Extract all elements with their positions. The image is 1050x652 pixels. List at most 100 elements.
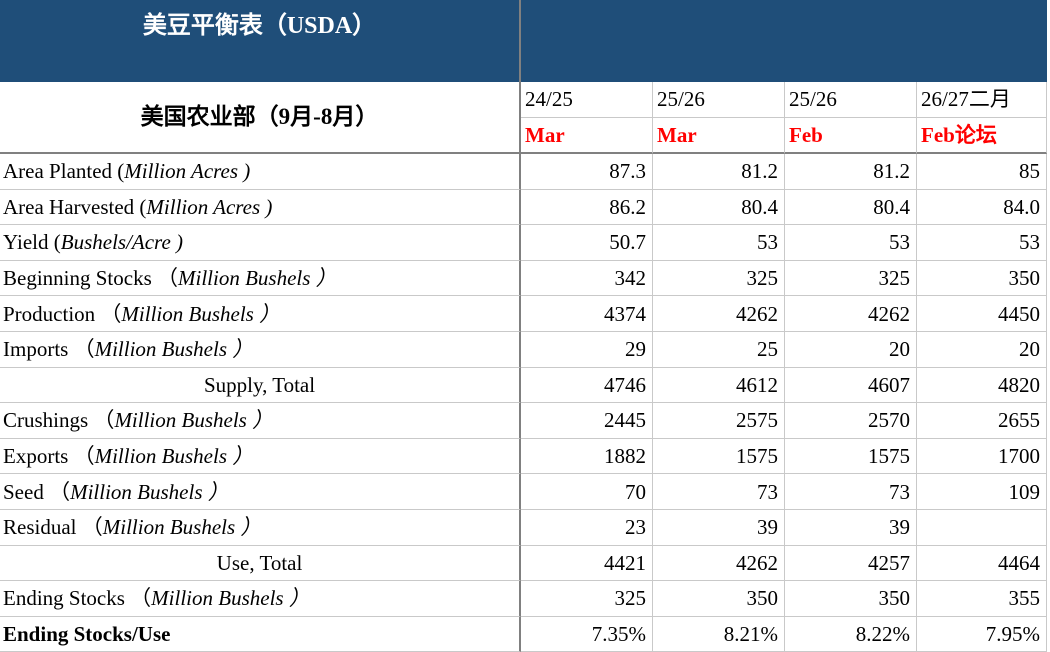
cell-value[interactable]: 109 <box>917 474 1047 510</box>
cell-value[interactable] <box>917 509 1047 546</box>
row-label-seed[interactable]: Seed （Million Bushels ） <box>0 474 521 510</box>
cell-value[interactable]: 2445 <box>521 403 653 439</box>
cell-value[interactable]: 4607 <box>785 367 917 404</box>
row-unit-text: Million Bushels ） <box>70 479 229 504</box>
row-label-text: Area Planted ( <box>3 159 125 184</box>
row-unit-text: Million Bushels ） <box>114 408 274 433</box>
cell-value[interactable]: 2655 <box>917 403 1047 439</box>
cell-value[interactable]: 87.3 <box>521 154 653 190</box>
row-unit-text: Million Bushels ） <box>94 444 254 469</box>
column-year-header[interactable]: 25/26 <box>785 82 917 118</box>
row-label-use-total[interactable]: Use, Total <box>0 545 521 582</box>
cell-value[interactable]: 8.21% <box>653 616 785 652</box>
cell-value[interactable]: 4257 <box>785 545 917 582</box>
row-label-exports[interactable]: Exports （Million Bushels ） <box>0 438 521 475</box>
row-label-text: Crushings （ <box>3 408 115 433</box>
cell-value[interactable]: 53 <box>785 225 917 261</box>
column-year-header[interactable]: 24/25 <box>521 82 653 118</box>
cell-value[interactable]: 50.7 <box>521 225 653 261</box>
cell-value[interactable]: 350 <box>917 260 1047 297</box>
cell-value[interactable]: 355 <box>917 581 1047 617</box>
row-label-text: Exports （ <box>3 444 95 469</box>
row-label-text: Ending Stocks （ <box>3 586 152 611</box>
cell-value[interactable]: 70 <box>521 474 653 510</box>
cell-value[interactable]: 325 <box>653 260 785 297</box>
cell-value[interactable]: 4450 <box>917 296 1047 332</box>
cell-value[interactable]: 53 <box>917 225 1047 261</box>
cell-value[interactable]: 4421 <box>521 545 653 582</box>
row-label-text: Ending Stocks/Use <box>3 621 171 646</box>
row-label-area-harvested[interactable]: Area Harvested (Million Acres ) <box>0 189 521 226</box>
cell-value[interactable]: 39 <box>653 509 785 546</box>
cell-value[interactable]: 23 <box>521 509 653 546</box>
row-label-residual[interactable]: Residual （Million Bushels ） <box>0 509 521 546</box>
cell-value[interactable]: 4612 <box>653 367 785 404</box>
cell-value[interactable]: 73 <box>653 474 785 510</box>
column-month-header[interactable]: Feb论坛 <box>917 118 1047 154</box>
column-month-header[interactable]: Feb <box>785 118 917 154</box>
cell-value[interactable]: 4262 <box>785 296 917 332</box>
row-label-supply-total[interactable]: Supply, Total <box>0 367 521 404</box>
row-label-text: Use, Total <box>216 550 303 575</box>
cell-value[interactable]: 84.0 <box>917 189 1047 226</box>
row-unit-text: Million Bushels ） <box>151 586 310 611</box>
row-label-text: Supply, Total <box>203 372 316 397</box>
row-label-production[interactable]: Production （Million Bushels ） <box>0 296 521 332</box>
table-title-cell: 美豆平衡表（USDA） <box>0 0 521 82</box>
row-label-text: Beginning Stocks （ <box>3 266 179 291</box>
cell-value[interactable]: 350 <box>785 581 917 617</box>
table-subtitle-cell: 美国农业部（9月-8月） <box>0 82 521 154</box>
cell-value[interactable]: 4262 <box>653 296 785 332</box>
row-label-beginning-stocks[interactable]: Beginning Stocks （Million Bushels ） <box>0 260 521 297</box>
cell-value[interactable]: 1700 <box>917 438 1047 475</box>
row-label-ending-stocks-use[interactable]: Ending Stocks/Use <box>0 616 521 652</box>
cell-value[interactable]: 1882 <box>521 438 653 475</box>
cell-value[interactable]: 81.2 <box>785 154 917 190</box>
cell-value[interactable]: 73 <box>785 474 917 510</box>
cell-value[interactable]: 20 <box>917 331 1047 368</box>
row-label-text: Area Harvested ( <box>3 194 147 219</box>
cell-value[interactable]: 7.95% <box>917 616 1047 652</box>
cell-value[interactable]: 342 <box>521 260 653 297</box>
cell-value[interactable]: 4464 <box>917 545 1047 582</box>
row-label-text: Imports （ <box>3 337 95 362</box>
cell-value[interactable]: 4746 <box>521 367 653 404</box>
cell-value[interactable]: 4374 <box>521 296 653 332</box>
cell-value[interactable]: 2575 <box>653 403 785 439</box>
cell-value[interactable]: 2570 <box>785 403 917 439</box>
cell-value[interactable]: 20 <box>785 331 917 368</box>
row-label-yield[interactable]: Yield (Bushels/Acre ) <box>0 225 521 261</box>
cell-value[interactable]: 7.35% <box>521 616 653 652</box>
cell-value[interactable]: 8.22% <box>785 616 917 652</box>
row-label-ending-stocks[interactable]: Ending Stocks （Million Bushels ） <box>0 581 521 617</box>
cell-value[interactable]: 80.4 <box>785 189 917 226</box>
cell-value[interactable]: 25 <box>653 331 785 368</box>
row-label-crushings[interactable]: Crushings （Million Bushels ） <box>0 403 521 439</box>
cell-value[interactable]: 53 <box>653 225 785 261</box>
row-unit-text: Million Bushels ） <box>102 515 262 540</box>
cell-value[interactable]: 325 <box>785 260 917 297</box>
row-label-text: Yield ( <box>3 230 61 255</box>
cell-value[interactable]: 1575 <box>653 438 785 475</box>
cell-value[interactable]: 86.2 <box>521 189 653 226</box>
blue-header-strip <box>521 0 1047 82</box>
cell-value[interactable]: 325 <box>521 581 653 617</box>
column-month-header[interactable]: Mar <box>521 118 653 154</box>
column-year-header[interactable]: 25/26 <box>653 82 785 118</box>
cell-value[interactable]: 39 <box>785 509 917 546</box>
row-label-area-planted[interactable]: Area Planted (Million Acres ) <box>0 154 521 190</box>
row-unit-text: Bushels/Acre ) <box>60 230 184 255</box>
cell-value[interactable]: 4820 <box>917 367 1047 404</box>
row-label-imports[interactable]: Imports （Million Bushels ） <box>0 331 521 368</box>
cell-value[interactable]: 1575 <box>785 438 917 475</box>
column-month-header[interactable]: Mar <box>653 118 785 154</box>
cell-value[interactable]: 29 <box>521 331 653 368</box>
cell-value[interactable]: 81.2 <box>653 154 785 190</box>
row-unit-text: Million Bushels ） <box>94 337 254 362</box>
cell-value[interactable]: 350 <box>653 581 785 617</box>
cell-value[interactable]: 4262 <box>653 545 785 582</box>
cell-value[interactable]: 85 <box>917 154 1047 190</box>
column-year-header[interactable]: 26/27二月 <box>917 82 1047 118</box>
cell-value[interactable]: 80.4 <box>653 189 785 226</box>
